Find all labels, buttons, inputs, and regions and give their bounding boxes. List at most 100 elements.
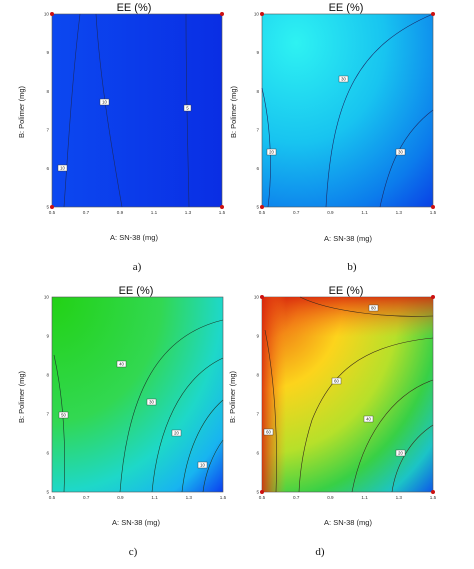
- panel-c-contour-line: [151, 357, 224, 493]
- design-point: [50, 12, 54, 16]
- panel-c-contour-line: [119, 319, 224, 493]
- x-tick-label: 0.5: [49, 495, 56, 500]
- panel-a-xlabel: A: SN-38 (mg): [110, 233, 158, 242]
- panel-c-xlabel: A: SN-38 (mg): [112, 518, 160, 527]
- y-tick-label: 8: [256, 89, 259, 94]
- panel-c-caption: c): [129, 546, 138, 558]
- x-tick-label: 0.5: [259, 495, 266, 500]
- y-tick-label: 6: [46, 166, 49, 171]
- y-tick-label: 10: [44, 12, 50, 17]
- x-tick-label: 1.3: [396, 210, 403, 215]
- panel-a-title: EE (%): [117, 2, 152, 14]
- panel-a: EE (%) 10 10 5 0.5 0.7 0.9 1.1 1.3 1.5 5 6 7 8 9 1…: [17, 2, 226, 273]
- y-tick-label: 6: [46, 451, 49, 456]
- contour-label-box: [363, 415, 374, 423]
- contour-label-box: [171, 429, 182, 437]
- panel-c: EE (%) 50 40 30 20 10 0.5 0.7 0.9 1.1 1.3 1.5…: [17, 285, 227, 558]
- contour-label: 10: [102, 100, 107, 105]
- panel-d: EE (%) 80 60 60 40 20 0.5 0.7 0.9 1.1 1.3 1.5…: [228, 285, 437, 558]
- x-tick-label: 0.7: [293, 495, 300, 500]
- contour-label-box: [395, 148, 406, 156]
- contour-label: 60: [334, 379, 339, 384]
- x-tick-label: 1.1: [361, 210, 368, 215]
- contour-label: 40: [119, 362, 124, 367]
- x-tick-label: 0.9: [327, 495, 334, 500]
- x-tick-label: 1.1: [151, 210, 158, 215]
- panel-a-contour-line: [185, 13, 190, 208]
- panel-b-xlabel: A: SN-38 (mg): [324, 234, 372, 243]
- contour-label: 40: [366, 417, 371, 422]
- y-tick-label: 7: [256, 412, 259, 417]
- y-tick-label: 6: [256, 166, 259, 171]
- x-tick-label: 0.5: [49, 210, 56, 215]
- y-tick-label: 7: [46, 412, 49, 417]
- panel-a-contour-line: [95, 13, 123, 208]
- panel-b-caption: b): [347, 261, 357, 273]
- contour-label-box: [183, 104, 192, 112]
- panel-d-contour-line: [264, 329, 277, 493]
- design-point: [260, 12, 264, 16]
- contour-label-box: [197, 461, 208, 469]
- x-tick-label: 0.5: [259, 210, 266, 215]
- design-point: [50, 205, 54, 209]
- x-tick-label: 1.3: [396, 495, 403, 500]
- design-point: [220, 12, 224, 16]
- contour-label: 60: [266, 430, 271, 435]
- panel-d-contour-line: [391, 424, 434, 493]
- contour-label-box: [368, 304, 379, 312]
- design-point: [260, 295, 264, 299]
- contour-label: 10: [200, 463, 205, 468]
- panel-c-title: EE (%): [119, 285, 154, 297]
- y-tick-label: 9: [256, 50, 259, 55]
- panel-c-ylabel: B: Polimer (mg): [17, 370, 26, 423]
- panel-d-contour-line: [298, 337, 434, 493]
- x-tick-label: 1.5: [430, 210, 437, 215]
- contour-label-box: [266, 148, 277, 156]
- y-tick-label: 9: [46, 50, 49, 55]
- y-tick-label: 7: [46, 127, 49, 132]
- x-tick-label: 0.7: [293, 210, 300, 215]
- contour-label-box: [338, 75, 349, 83]
- y-tick-label: 9: [256, 334, 259, 339]
- contour-label-box: [146, 398, 157, 406]
- design-point: [431, 490, 435, 494]
- panel-a-contour-line: [63, 13, 81, 208]
- panel-d-contour-line: [351, 379, 434, 493]
- contour-label-box: [99, 98, 110, 106]
- contour-label-box: [58, 411, 69, 419]
- panel-d-title: EE (%): [329, 285, 364, 297]
- contour-label: 20: [398, 451, 403, 456]
- contour-label: 30: [341, 77, 346, 82]
- panel-a-plot-area: [51, 13, 223, 208]
- contour-label: 10: [60, 166, 65, 171]
- panel-d-xlabel: A: SN-38 (mg): [324, 518, 372, 527]
- contour-label-box: [57, 164, 68, 172]
- contour-label: 20: [269, 150, 274, 155]
- contour-label-box: [395, 449, 406, 457]
- y-tick-label: 7: [256, 127, 259, 132]
- contour-label: 20: [174, 431, 179, 436]
- y-tick-label: 8: [46, 373, 49, 378]
- panel-d-top-band: [262, 297, 433, 337]
- panel-b-plot-area: [261, 13, 434, 208]
- y-tick-label: 8: [46, 89, 49, 94]
- design-point: [260, 490, 264, 494]
- contour-label: 30: [398, 150, 403, 155]
- design-point: [260, 205, 264, 209]
- y-tick-label: 10: [254, 12, 260, 17]
- y-tick-label: 5: [46, 205, 49, 210]
- design-point: [220, 205, 224, 209]
- y-tick-label: 6: [256, 451, 259, 456]
- panel-c-contour-line: [202, 439, 224, 493]
- x-tick-label: 1.1: [151, 495, 158, 500]
- x-tick-label: 1.1: [361, 495, 368, 500]
- panel-c-contour-line: [181, 399, 224, 493]
- x-tick-label: 1.5: [430, 495, 437, 500]
- x-tick-label: 1.5: [219, 210, 226, 215]
- y-tick-label: 10: [44, 295, 50, 300]
- contour-label-box: [263, 428, 274, 436]
- contour-label-box: [331, 377, 342, 385]
- design-point: [431, 295, 435, 299]
- panel-d-contour-line: [299, 296, 434, 317]
